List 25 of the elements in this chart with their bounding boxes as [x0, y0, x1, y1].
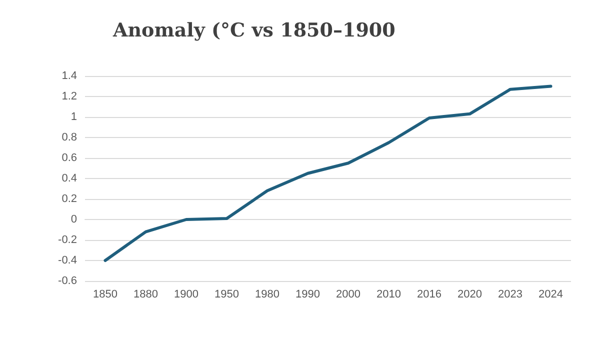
- x-tick-label: 2023: [498, 288, 522, 300]
- y-tick-label: 0.8: [62, 132, 77, 144]
- y-tick-label: 1: [70, 111, 77, 123]
- y-tick-label: -0.4: [58, 254, 77, 266]
- y-tick-label: 0.2: [62, 193, 77, 205]
- x-tick-label: 2020: [458, 288, 482, 300]
- x-tick-label: 1950: [214, 288, 239, 300]
- y-tick-label: 1.2: [62, 90, 77, 102]
- chart-title: Anomaly (°C vs 1850–1900: [112, 20, 396, 42]
- x-tick-label: 1850: [93, 288, 118, 300]
- x-tick-label: 2000: [336, 288, 360, 300]
- x-tick-label: 2024: [538, 288, 563, 300]
- x-tick-label: 2016: [417, 288, 442, 300]
- x-tick-label: 1900: [174, 288, 198, 300]
- y-tick-label: 0.4: [62, 172, 77, 184]
- x-tick-label: 1880: [134, 288, 158, 300]
- y-tick-label: 1.4: [62, 70, 77, 82]
- x-tick-label: 2010: [376, 288, 401, 300]
- x-tick-label: 1980: [255, 288, 280, 300]
- y-tick-label: -0.6: [58, 275, 77, 287]
- y-tick-label: -0.2: [58, 234, 77, 246]
- y-tick-label: 0.6: [62, 152, 77, 164]
- line-series: [104, 84, 552, 262]
- x-tick-label: 1990: [296, 288, 320, 300]
- y-tick-label: 0: [70, 214, 77, 226]
